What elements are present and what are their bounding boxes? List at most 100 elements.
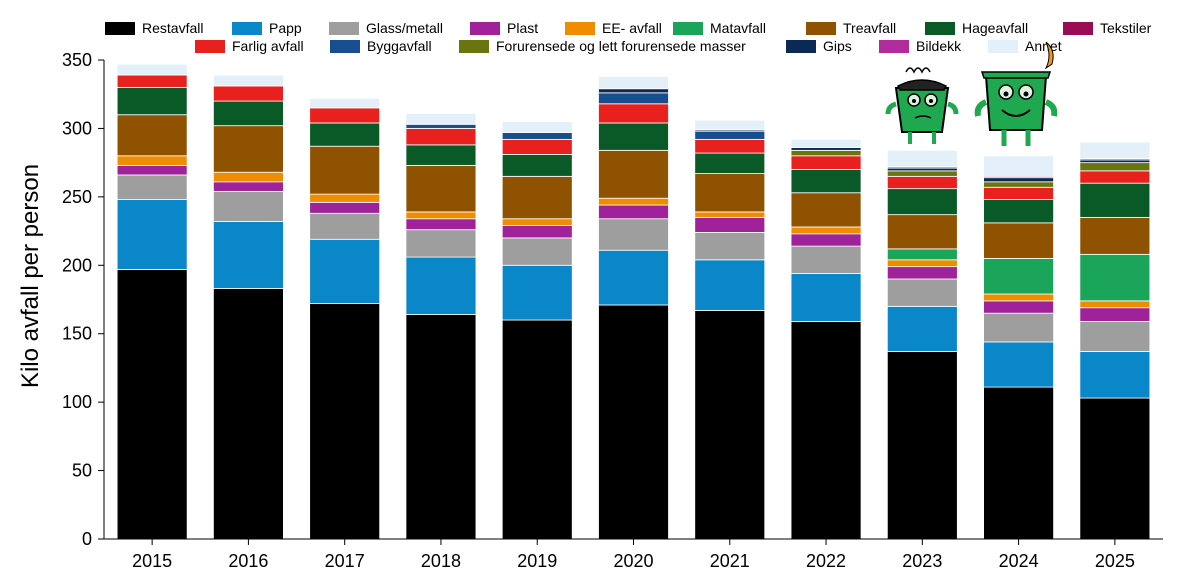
legend-label: Tekstiler — [1100, 20, 1152, 36]
bar-segment — [694, 119, 766, 131]
x-ticks: 2015 2016 2017 2018 2019 2020 2021 2022 2023 2024… — [132, 539, 1135, 571]
bar-segment — [694, 130, 766, 140]
bar-segment — [790, 233, 862, 247]
bar-segment — [983, 300, 1054, 314]
legend-label: Bildekk — [916, 38, 962, 54]
bar-segment — [790, 192, 862, 228]
legend-swatch — [195, 40, 225, 53]
bar-segment — [405, 128, 477, 146]
legend-swatch — [988, 40, 1018, 53]
bar-segment — [598, 76, 669, 90]
bar-segment — [886, 188, 958, 216]
legend-swatch — [925, 22, 955, 35]
bar-segment — [983, 293, 1054, 302]
legend-item: Glass/metall — [329, 20, 443, 36]
legend-swatch — [565, 22, 595, 35]
bar-segment — [309, 201, 381, 214]
bar-segment — [309, 107, 381, 124]
bar-segment — [790, 138, 862, 148]
bar-segment — [213, 181, 284, 192]
bar-segment — [1079, 397, 1151, 540]
legend-swatch — [470, 22, 500, 35]
y-ticks: 0 50 100 150 200 250 300 350 — [62, 50, 104, 549]
bar-segment — [405, 144, 477, 166]
legend-label: Plast — [507, 20, 538, 36]
bar-segment — [886, 149, 958, 168]
bar-segment — [598, 149, 669, 199]
bar-segment — [116, 155, 188, 166]
bar-segment — [309, 238, 381, 305]
bar-segment — [501, 237, 573, 266]
bar-segment — [886, 305, 958, 352]
bar-segment — [694, 211, 766, 218]
bar-segment — [886, 351, 958, 540]
bar-segment — [405, 211, 477, 220]
legend-item: Farlig avfall — [195, 38, 304, 54]
x-tick-label: 2022 — [806, 551, 846, 571]
bar-segment — [116, 164, 188, 176]
legend-swatch — [232, 22, 262, 35]
bar-segment — [405, 164, 477, 213]
legend-item: Forurensede og lett forurensede masser — [459, 38, 746, 54]
y-tick-label: 50 — [72, 461, 92, 481]
bar-segment — [886, 214, 958, 250]
bar-segment — [116, 86, 188, 116]
bar-segment — [886, 167, 958, 172]
bar-segment — [886, 266, 958, 280]
bar-segment — [405, 256, 477, 315]
bar-segment — [116, 268, 188, 540]
legend-item: Papp — [232, 20, 302, 36]
legend-swatch — [786, 40, 816, 53]
bar-segment — [886, 278, 958, 307]
bars — [116, 63, 1151, 540]
bar-segment — [598, 88, 669, 94]
legend-label: EE- avfall — [602, 20, 662, 36]
legend-label: Restavfall — [142, 20, 203, 36]
bar-segment — [694, 216, 766, 233]
bar-segment — [983, 199, 1054, 224]
bar-segment — [1079, 162, 1151, 172]
legend-swatch — [459, 40, 489, 53]
bar-segment — [501, 132, 573, 140]
bar-segment — [213, 221, 284, 289]
legend-item: Byggavfall — [330, 38, 432, 54]
bar-segment — [501, 175, 573, 220]
bar-segment — [983, 177, 1054, 183]
legend-swatch — [330, 40, 360, 53]
legend-item: Gips — [786, 38, 852, 54]
bar-segment — [213, 85, 284, 102]
bar-segment — [694, 152, 766, 174]
bar-segment — [309, 212, 381, 240]
bar-segment — [213, 74, 284, 87]
bar-segment — [405, 218, 477, 231]
bar-segment — [213, 288, 284, 540]
legend-label: Treavfall — [843, 20, 896, 36]
bar-segment — [598, 103, 669, 124]
mascot-bin-2024 — [974, 41, 1058, 146]
bar-segment — [116, 63, 188, 76]
x-tick-label: 2018 — [421, 551, 461, 571]
legend-item: Plast — [470, 20, 538, 36]
x-tick-label: 2020 — [613, 551, 653, 571]
x-tick-label: 2025 — [1095, 551, 1135, 571]
bar-segment — [116, 114, 188, 157]
bar-segment — [405, 229, 477, 258]
x-tick-label: 2015 — [132, 551, 172, 571]
legend-label: Glass/metall — [366, 20, 443, 36]
y-tick-label: 150 — [62, 324, 92, 344]
legend-label: Farlig avfall — [232, 38, 304, 54]
y-axis-label: Kilo avfall per person — [17, 164, 44, 388]
bar-segment — [405, 112, 477, 125]
bar-segment — [790, 320, 862, 540]
y-tick-label: 100 — [62, 392, 92, 412]
bar-segment — [983, 386, 1054, 540]
bar-segment — [501, 264, 573, 321]
x-tick-label: 2024 — [999, 551, 1039, 571]
bar-segment — [309, 303, 381, 540]
bar-segment — [790, 147, 862, 151]
bar-segment — [213, 171, 284, 183]
legend-swatch — [879, 40, 909, 53]
bar-segment — [983, 155, 1054, 177]
y-tick-label: 350 — [62, 50, 92, 70]
legend-item: EE- avfall — [565, 20, 662, 36]
